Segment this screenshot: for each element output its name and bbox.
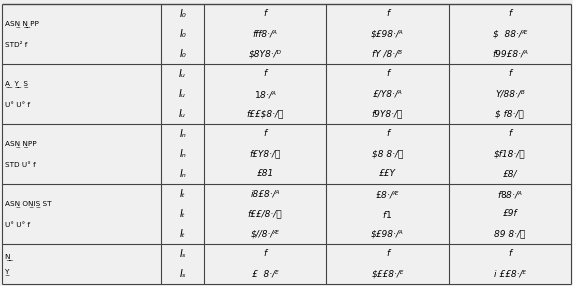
Text: I₀: I₀ <box>179 9 186 19</box>
Text: Iᵤ: Iᵤ <box>179 109 186 119</box>
Text: $1$8·/ᴬ: $1$8·/ᴬ <box>254 88 277 100</box>
Text: £8/: £8/ <box>503 170 517 178</box>
Text: f: f <box>386 9 389 19</box>
Text: f: f <box>264 130 266 138</box>
Text: f: f <box>508 9 511 19</box>
Text: Iₜ: Iₜ <box>180 229 186 239</box>
Text: ASN̲̲ N̲̲̲̲̲ ̲̲PP: ASN̲̲ N̲̲̲̲̲ ̲̲PP <box>5 20 39 27</box>
Text: f: f <box>264 9 266 19</box>
Text: f: f <box>264 69 266 78</box>
Text: ASN̲̲ ON̲̲̲̲IS̲̲̲̲ ST: ASN̲̲ ON̲̲̲̲IS̲̲̲̲ ST <box>5 200 52 206</box>
Text: $f18·/ᴯ: $f18·/ᴯ <box>494 150 525 158</box>
Text: Iₙ: Iₙ <box>179 169 186 179</box>
Text: $  88·/ᴭ: $ 88·/ᴭ <box>493 29 527 39</box>
Text: 89 8·/ᴯ: 89 8·/ᴯ <box>494 229 525 239</box>
Text: $//8·/ᴭ: $//8·/ᴭ <box>251 229 280 239</box>
Text: STD² f: STD² f <box>5 42 28 48</box>
Text: $£$8·/ᴭ: $£$8·/ᴭ <box>375 188 400 200</box>
Text: i8£8·/ᴬ: i8£8·/ᴬ <box>250 190 280 198</box>
Text: A̲̲̲̲̲̲ ̲̲ Y̲̲̲ ̲̲̲̲̲̲ S̲̲: A̲̲̲̲̲̲ ̲̲ Y̲̲̲ ̲̲̲̲̲̲ S̲̲ <box>5 80 28 87</box>
Text: Iᵤ: Iᵤ <box>179 69 186 79</box>
Text: fff8·/ᴬ: fff8·/ᴬ <box>253 29 277 39</box>
Text: STD U° f: STD U° f <box>5 162 36 168</box>
Text: f$8$8·/ᴬ: f$8$8·/ᴬ <box>497 188 523 200</box>
Text: Y̲̲̲: Y̲̲̲ <box>5 268 9 275</box>
Text: £/Y8·/ᴬ: £/Y8·/ᴬ <box>372 90 402 98</box>
Text: ASN̲̲ N̲̲̲̲PP: ASN̲̲ N̲̲̲̲PP <box>5 140 37 146</box>
Text: f: f <box>264 249 266 259</box>
Text: $8 8·/ᴯ: $8 8·/ᴯ <box>372 150 403 158</box>
Text: I₀: I₀ <box>179 29 186 39</box>
Text: I₀: I₀ <box>179 49 186 59</box>
Text: $££8·/ᴱ: $££8·/ᴱ <box>371 269 404 279</box>
Text: f9Y8·/ᴯ: f9Y8·/ᴯ <box>372 110 403 118</box>
Text: i ££8·/ᴱ: i ££8·/ᴱ <box>494 269 526 279</box>
Text: £81: £81 <box>257 170 274 178</box>
Text: $8Y8·/ᴰ: $8Y8·/ᴰ <box>249 49 282 59</box>
Text: $ f8·/ᴯ: $ f8·/ᴯ <box>496 110 524 118</box>
Text: f: f <box>508 130 511 138</box>
Text: f: f <box>386 249 389 259</box>
Text: Iₛ: Iₛ <box>179 269 186 279</box>
Text: f££$8·/ᴯ: f££$8·/ᴯ <box>246 110 284 118</box>
Text: £  8·/ᴱ: £ 8·/ᴱ <box>252 269 278 279</box>
Text: Iᵤ: Iᵤ <box>179 89 186 99</box>
Text: f£Y8·/ᴯ: f£Y8·/ᴯ <box>249 150 281 158</box>
Text: U° U° f: U° U° f <box>5 102 30 108</box>
Text: Iₜ: Iₜ <box>180 189 186 199</box>
Text: £9f: £9f <box>503 210 517 219</box>
Text: Iₜ: Iₜ <box>180 209 186 219</box>
Text: f99£8·/ᴬ: f99£8·/ᴬ <box>492 49 528 59</box>
Text: Iₙ: Iₙ <box>179 149 186 159</box>
Text: $£98·/ᴬ: $£98·/ᴬ <box>371 229 404 239</box>
Text: Iₛ: Iₛ <box>179 249 186 259</box>
Text: fY /8·/ᴮ: fY /8·/ᴮ <box>372 49 402 59</box>
Text: ££Y: ££Y <box>379 170 396 178</box>
Text: Y/88·/ᴮ: Y/88·/ᴮ <box>495 90 525 98</box>
Text: f: f <box>508 249 511 259</box>
Text: f: f <box>386 69 389 78</box>
Text: U° U° f: U° U° f <box>5 222 30 228</box>
Text: f: f <box>508 69 511 78</box>
Text: f: f <box>386 130 389 138</box>
Text: $£98·/ᴬ: $£98·/ᴬ <box>371 29 404 39</box>
Text: Iₙ: Iₙ <box>179 129 186 139</box>
Text: N̲̲̲̲̲̲ ̲̲̲̲̲̲̲̲: N̲̲̲̲̲̲ ̲̲̲̲̲̲̲̲ <box>5 253 13 260</box>
Text: f££/8·/ᴯ: f££/8·/ᴯ <box>248 210 282 219</box>
Text: f$1$: f$1$ <box>382 208 393 219</box>
